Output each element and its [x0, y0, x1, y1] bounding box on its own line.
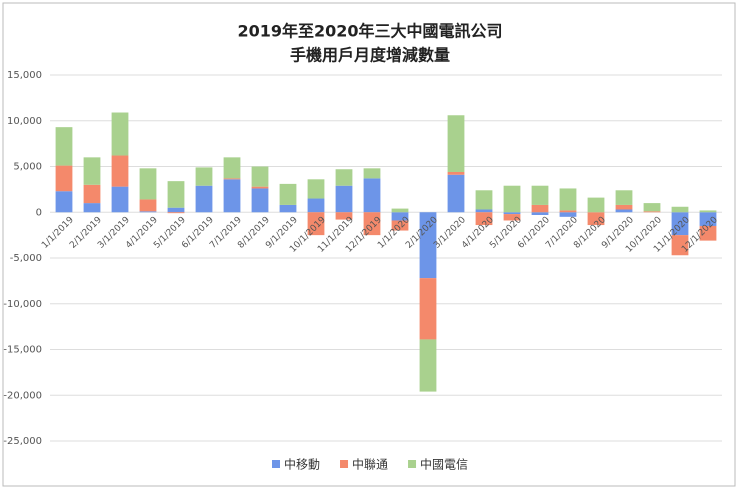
- bar: [55, 127, 73, 166]
- bar: [699, 212, 717, 226]
- bar: [111, 186, 129, 213]
- y-tick-label: 5,000: [13, 162, 42, 173]
- bar: [167, 212, 185, 214]
- bar: [559, 188, 577, 211]
- bar: [363, 212, 381, 236]
- bar: [335, 185, 353, 213]
- bar: [223, 178, 241, 180]
- bar: [251, 166, 269, 187]
- chart-title: 2019年至2020年三大中國電訊公司: [237, 22, 502, 41]
- bar: [167, 181, 185, 208]
- legend-swatch: [272, 460, 280, 468]
- bar: [447, 171, 465, 175]
- bar: [587, 197, 605, 213]
- bar: [251, 188, 269, 213]
- bar: [363, 178, 381, 213]
- bar: [307, 179, 325, 199]
- bar: [391, 212, 409, 221]
- y-tick-label: -25,000: [3, 436, 42, 447]
- bar: [223, 157, 241, 179]
- bar: [139, 199, 157, 212]
- bar: [139, 168, 157, 200]
- legend-label: 中聯通: [352, 457, 388, 472]
- legend-label: 中移動: [284, 457, 320, 472]
- bar: [307, 198, 325, 213]
- bar: [671, 206, 689, 213]
- bar: [671, 235, 689, 256]
- bar: [503, 214, 521, 221]
- bar: [643, 203, 661, 212]
- bar: [503, 185, 521, 213]
- legend-swatch: [340, 460, 349, 468]
- bar: [279, 204, 297, 213]
- bar: [643, 211, 661, 213]
- bar: [335, 169, 353, 186]
- legend-swatch: [408, 460, 417, 468]
- y-tick-label: -15,000: [3, 345, 42, 356]
- bar: [111, 155, 129, 187]
- bar: [699, 225, 717, 241]
- bar: [615, 204, 633, 210]
- bar: [559, 212, 577, 217]
- bar: [335, 212, 353, 220]
- bar: [699, 210, 717, 213]
- bar: [111, 112, 129, 156]
- bar: [83, 184, 101, 204]
- y-tick-label: -10,000: [3, 299, 42, 310]
- bar: [447, 174, 465, 213]
- bar: [195, 167, 213, 186]
- bar: [307, 212, 325, 236]
- legend-label: 中國電信: [420, 457, 468, 472]
- bar: [223, 179, 241, 213]
- chart-frame: [2, 2, 736, 487]
- bar: [391, 220, 409, 231]
- bar: [363, 168, 381, 179]
- bar: [475, 209, 493, 213]
- y-tick-label: 10,000: [7, 116, 42, 127]
- bar: [55, 165, 73, 192]
- y-tick-label: 0: [36, 207, 42, 218]
- chart-title: 手機用戶月度增減數量: [290, 46, 450, 65]
- bar: [587, 212, 605, 226]
- y-tick-label: -20,000: [3, 390, 42, 401]
- bar: [139, 211, 157, 213]
- bar: [167, 207, 185, 213]
- bar: [531, 185, 549, 205]
- y-tick-label: -5,000: [10, 253, 42, 264]
- bar: [279, 183, 297, 205]
- bar: [55, 191, 73, 213]
- bar: [419, 212, 437, 279]
- bar: [503, 212, 521, 215]
- bar: [83, 203, 101, 213]
- bar: [251, 186, 269, 189]
- bar: [615, 190, 633, 205]
- bar: [475, 212, 493, 226]
- bar: [531, 212, 549, 215]
- bar: [419, 278, 437, 340]
- bar: [615, 209, 633, 213]
- bar: [391, 208, 409, 213]
- bar: [559, 210, 577, 213]
- bar: [447, 115, 465, 172]
- bar: [195, 185, 213, 213]
- y-tick-label: 15,000: [7, 70, 42, 81]
- bar: [475, 190, 493, 210]
- bar: [531, 204, 549, 213]
- bar: [83, 157, 101, 185]
- bar: [671, 212, 689, 236]
- bar: [419, 339, 437, 392]
